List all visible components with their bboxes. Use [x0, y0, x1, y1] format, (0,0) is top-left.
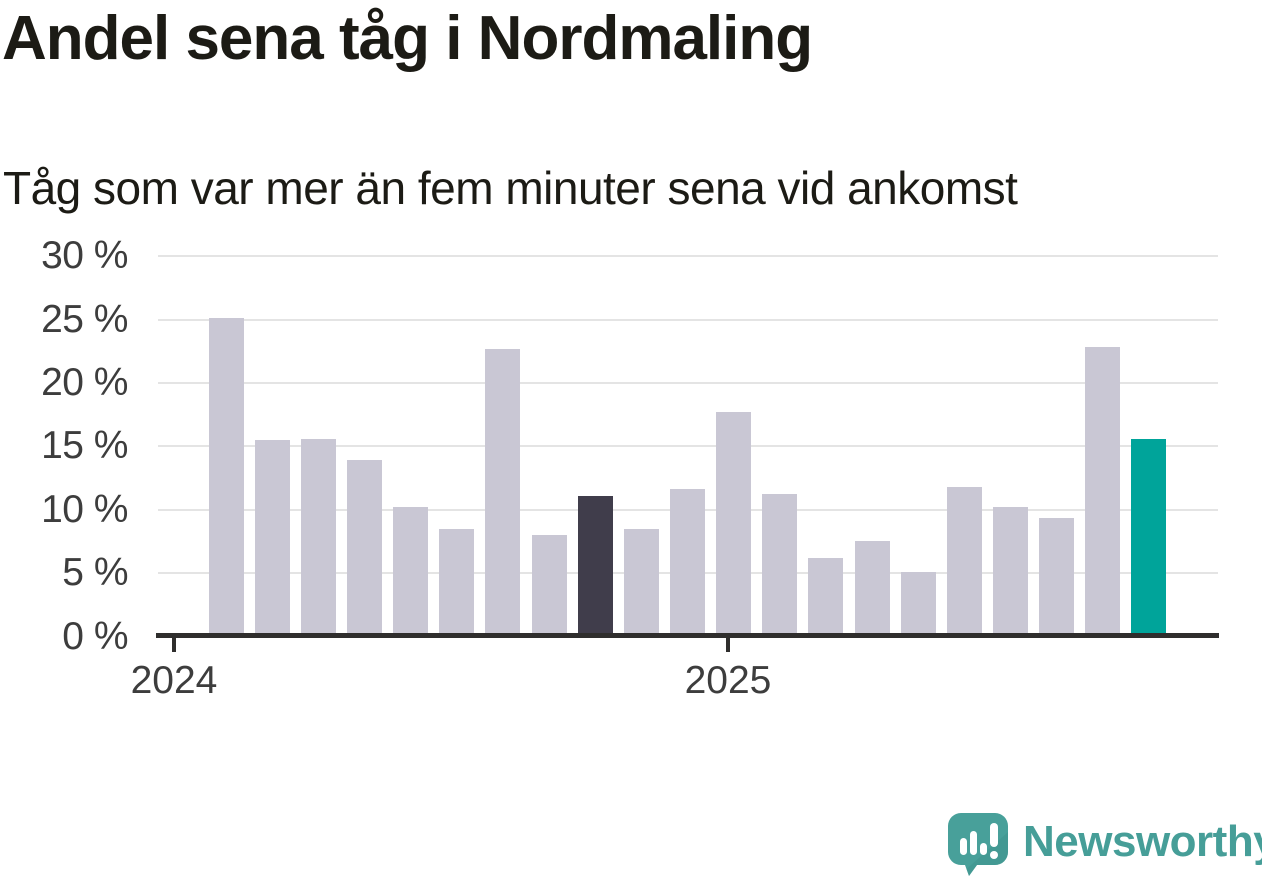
y-axis-label: 15 %: [41, 424, 128, 467]
x-axis-tick: [726, 636, 730, 652]
bar: [716, 412, 751, 635]
y-axis-label: 10 %: [41, 488, 128, 531]
bar: [624, 529, 659, 635]
bar: [485, 349, 520, 635]
bar: [578, 496, 613, 635]
bar: [855, 541, 890, 635]
gridline: [158, 382, 1218, 384]
bar: [209, 318, 244, 635]
x-axis-label: 2025: [684, 659, 772, 702]
brand-footer: Newsworthy: [947, 812, 1262, 876]
bar: [947, 487, 982, 635]
chart-title: Andel sena tåg i Nordmaling: [2, 4, 813, 73]
gridline: [158, 255, 1218, 257]
y-axis-label: 20 %: [41, 361, 128, 404]
bar: [1039, 518, 1074, 635]
bar: [901, 572, 936, 635]
newsworthy-logo-icon: [948, 813, 1008, 876]
bar: [1085, 347, 1120, 635]
bar: [301, 439, 336, 635]
y-axis-label: 0 %: [62, 615, 128, 658]
bar: [1131, 439, 1166, 635]
bar: [255, 440, 290, 635]
y-axis-label: 5 %: [62, 551, 128, 594]
bar: [993, 507, 1028, 635]
gridline: [158, 319, 1218, 321]
newsworthy-logo-text: Newsworthy: [1023, 817, 1262, 866]
bar: [393, 507, 428, 635]
bar: [439, 529, 474, 635]
y-axis-label: 25 %: [41, 298, 128, 341]
bar: [532, 535, 567, 635]
x-axis-line: [156, 633, 1219, 638]
bar: [670, 489, 705, 635]
bar: [347, 460, 382, 635]
y-axis-label: 30 %: [41, 234, 128, 277]
bar: [762, 494, 797, 635]
chart-subtitle: Tåg som var mer än fem minuter sena vid …: [3, 162, 1018, 214]
bar: [808, 558, 843, 635]
gridline: [158, 445, 1218, 447]
x-axis-tick: [172, 636, 176, 652]
x-axis-label: 2024: [130, 659, 218, 702]
